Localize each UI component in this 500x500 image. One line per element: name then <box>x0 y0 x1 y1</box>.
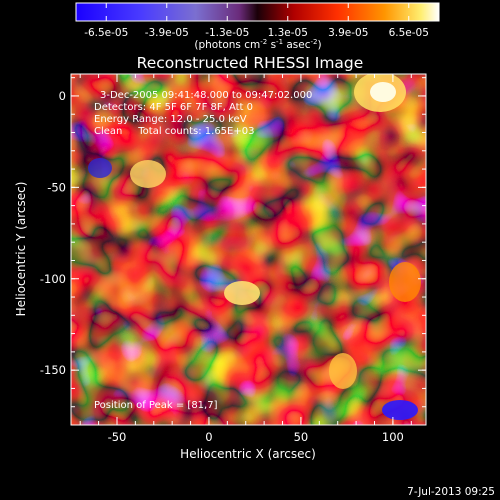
y-axis-ticks <box>71 77 426 408</box>
annotation-time-range: 3-Dec-2005 09:41:48.000 to 09:47:02.000 <box>100 90 312 101</box>
colorbar-tick-label: -1.3e-05 <box>205 27 249 39</box>
annotation-detectors: Detectors: 4F 5F 6F 7F 8F, Att 0 <box>94 102 253 113</box>
colorbar-tick-label: 6.5e-05 <box>389 27 429 39</box>
y-tick-label: -150 <box>40 363 66 377</box>
x-axis-tick-labels: -50 0 50 100 <box>108 430 404 444</box>
colorbar-tick-label: 1.3e-05 <box>268 27 308 39</box>
hxr-image <box>71 74 426 425</box>
annotation-counts: Clean Total counts: 1.65E+03 <box>94 126 254 137</box>
x-axis-label: Heliocentric X (arcsec) <box>180 447 316 461</box>
peak-position-label: Position of Peak = [81,7] <box>94 400 218 411</box>
colorbar-tick-labels: -6.5e-05 -3.9e-05 -1.3e-05 1.3e-05 3.9e-05 6.… <box>84 27 429 39</box>
annotation-energy-range: Energy Range: 12.0 - 25.0 keV <box>94 114 247 125</box>
x-tick-label: -50 <box>108 430 127 444</box>
plot-frame <box>70 73 427 426</box>
y-tick-label: 0 <box>59 89 66 103</box>
colorbar-tick-label: -6.5e-05 <box>84 27 128 39</box>
footer-timestamp: 7-Jul-2013 09:25 <box>407 486 495 498</box>
y-tick-label: -100 <box>40 272 66 286</box>
x-tick-label: 100 <box>382 430 404 444</box>
y-axis-tick-labels: 0 -50 -100 -150 <box>40 89 66 377</box>
x-axis-ticks <box>79 74 412 425</box>
x-tick-label: 50 <box>294 430 309 444</box>
observation-annotations: 3-Dec-2005 09:41:48.000 to 09:47:02.000 … <box>94 90 312 137</box>
colorbar-tick-label: -3.9e-05 <box>145 27 189 39</box>
colorbar-unit-label: (photons cm-2 s-1 asec-2) <box>194 38 321 51</box>
x-tick-label: 0 <box>205 430 212 444</box>
colorbar-ticks <box>105 3 410 21</box>
y-axis-label: Heliocentric Y (arcsec) <box>14 182 28 317</box>
colorbar <box>75 2 440 22</box>
colorbar-tick-label: 3.9e-05 <box>328 27 368 39</box>
y-tick-label: -50 <box>47 180 66 194</box>
plot-title: Reconstructed RHESSI Image <box>137 54 364 72</box>
